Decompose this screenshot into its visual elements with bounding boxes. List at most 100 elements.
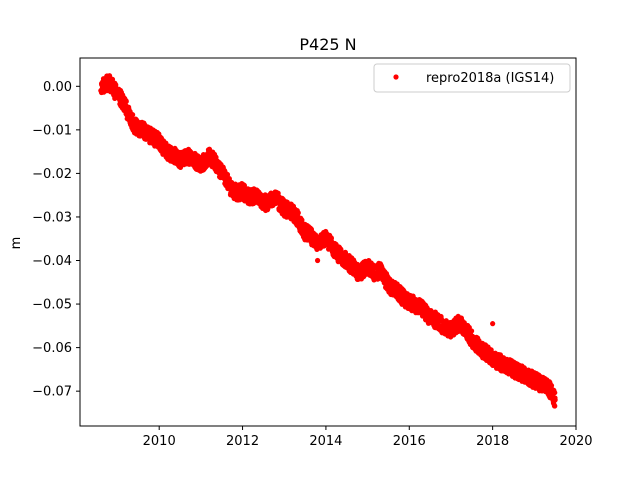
data-point (120, 94, 126, 100)
data-point (323, 236, 329, 242)
y-tick-label: −0.02 (32, 167, 72, 182)
data-point (483, 344, 489, 350)
y-tick-label: −0.07 (32, 385, 72, 400)
data-point (281, 202, 288, 208)
data-point (468, 329, 474, 335)
y-tick-label: 0.00 (43, 80, 72, 95)
legend-entry: repro2018a (IGS14) (426, 71, 554, 86)
data-point (112, 82, 118, 89)
data-point (519, 378, 525, 384)
data-point (299, 217, 305, 223)
x-tick-label: 2010 (143, 434, 176, 449)
data-point (194, 166, 200, 173)
data-point (398, 300, 405, 306)
x-tick-label: 2012 (226, 434, 259, 449)
data-point (349, 255, 355, 261)
x-tick-label: 2018 (476, 434, 509, 449)
data-point (378, 262, 384, 268)
data-point (328, 236, 334, 242)
data-point (502, 368, 509, 374)
data-point (548, 382, 555, 389)
data-point (452, 328, 459, 335)
data-point (202, 153, 208, 160)
data-point (386, 289, 392, 295)
data-point (498, 368, 504, 374)
data-point (327, 244, 333, 250)
x-tick-label: 2020 (559, 434, 592, 449)
plot-frame (79, 57, 577, 427)
data-point (123, 98, 129, 105)
legend-marker (393, 74, 399, 80)
data-point (519, 363, 525, 369)
x-tick-label: 2016 (393, 434, 426, 449)
data-point (128, 112, 134, 119)
y-tick-label: −0.04 (32, 254, 72, 269)
data-point (494, 354, 500, 361)
data-point (316, 241, 322, 248)
data-point (427, 310, 433, 316)
data-point (361, 274, 367, 280)
data-point (423, 304, 429, 311)
data-points (98, 73, 558, 409)
legend-box (373, 63, 571, 93)
y-tick-label: −0.05 (32, 298, 72, 313)
data-point (224, 175, 230, 181)
data-point (203, 164, 209, 170)
data-point (469, 333, 476, 339)
data-point (551, 388, 557, 394)
x-tick-label: 2014 (309, 434, 342, 449)
legend: repro2018a (IGS14) (373, 63, 571, 93)
data-point (275, 190, 281, 196)
data-point (207, 161, 213, 167)
data-point (531, 370, 538, 376)
y-tick-label: −0.06 (32, 341, 72, 356)
data-point (178, 149, 184, 156)
data-point (264, 207, 271, 213)
data-point (269, 202, 275, 208)
data-point (511, 359, 517, 365)
data-point (185, 146, 192, 152)
data-point (448, 332, 454, 338)
x-axis: 2010 2012 2014 2016 2018 2020 (143, 426, 593, 449)
data-point (531, 374, 538, 380)
data-point (186, 159, 192, 165)
data-point (415, 310, 421, 316)
data-point (465, 324, 471, 330)
y-tick-label: −0.01 (32, 123, 72, 138)
outlier-point (490, 321, 496, 327)
y-axis-label: m (9, 237, 24, 250)
data-point (166, 143, 172, 149)
data-point (215, 161, 221, 167)
data-point (440, 327, 446, 333)
data-point (552, 397, 558, 403)
data-point (474, 335, 480, 341)
data-point (177, 164, 184, 170)
data-point (213, 154, 219, 160)
data-point (344, 257, 350, 263)
data-point (240, 182, 246, 188)
data-point (123, 103, 129, 109)
chart-title: P425 N (299, 35, 356, 54)
data-point (152, 141, 158, 148)
y-tick-label: −0.03 (32, 210, 72, 225)
data-point (548, 394, 554, 400)
data-point (154, 129, 160, 136)
data-point (369, 267, 375, 273)
data-point (219, 169, 225, 175)
data-point (295, 210, 301, 216)
data-point (402, 304, 408, 310)
data-point (411, 295, 417, 302)
data-point (507, 360, 513, 366)
data-point (244, 187, 250, 193)
data-point (415, 302, 421, 308)
data-point (285, 203, 292, 209)
data-point (398, 289, 404, 296)
data-point (386, 282, 392, 288)
data-point (331, 248, 337, 254)
data-point (224, 171, 231, 178)
y-axis: 0.00 −0.01 −0.02 −0.03 −0.04 −0.05 −0.06 −0.07 (32, 80, 80, 400)
data-point (369, 262, 375, 268)
outlier-point (314, 257, 321, 264)
data-point (160, 147, 167, 153)
